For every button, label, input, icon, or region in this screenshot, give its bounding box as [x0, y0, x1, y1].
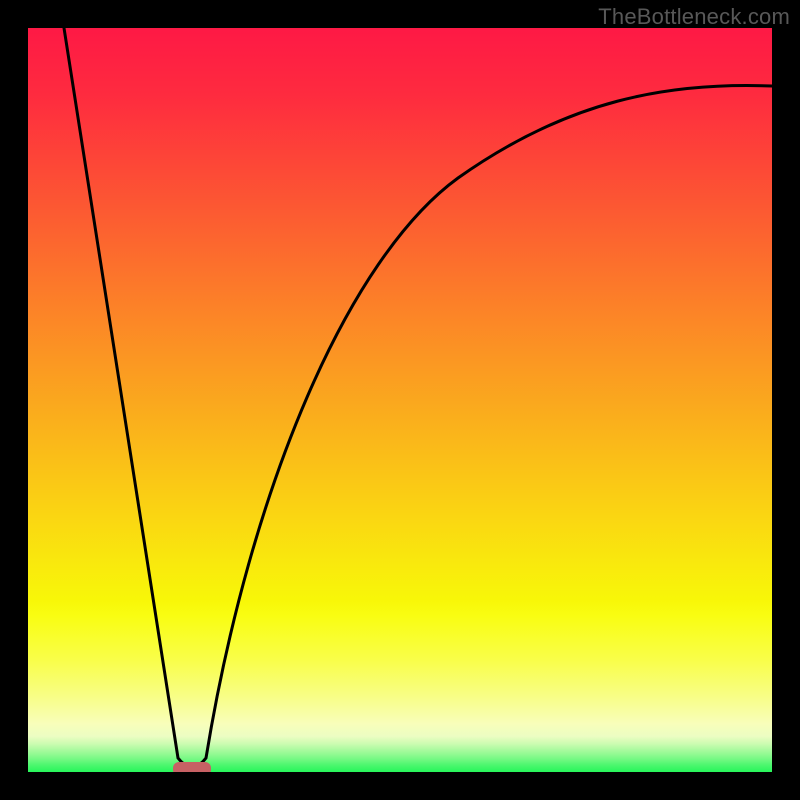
figure-frame: TheBottleneck.com [0, 0, 800, 800]
optimum-marker [173, 762, 211, 772]
marker-layer [28, 28, 772, 772]
credit-link[interactable]: TheBottleneck.com [598, 4, 790, 30]
plot-area [28, 28, 772, 772]
